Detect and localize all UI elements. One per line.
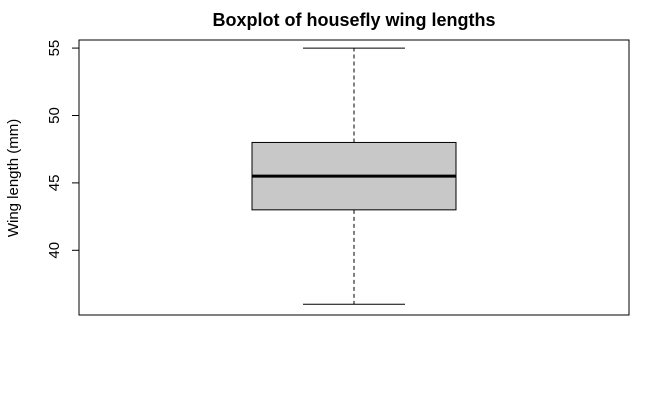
y-tick-label: 45 — [46, 175, 63, 192]
y-tick-label: 50 — [46, 107, 63, 124]
y-axis-label: Wing length (mm) — [5, 119, 22, 237]
box-group — [251, 47, 457, 305]
y-tick-label: 55 — [46, 40, 63, 57]
y-axis: 40 45 50 55 — [46, 40, 80, 259]
y-tick-label: 40 — [46, 242, 63, 259]
chart-title: Boxplot of housefly wing lengths — [213, 10, 496, 30]
